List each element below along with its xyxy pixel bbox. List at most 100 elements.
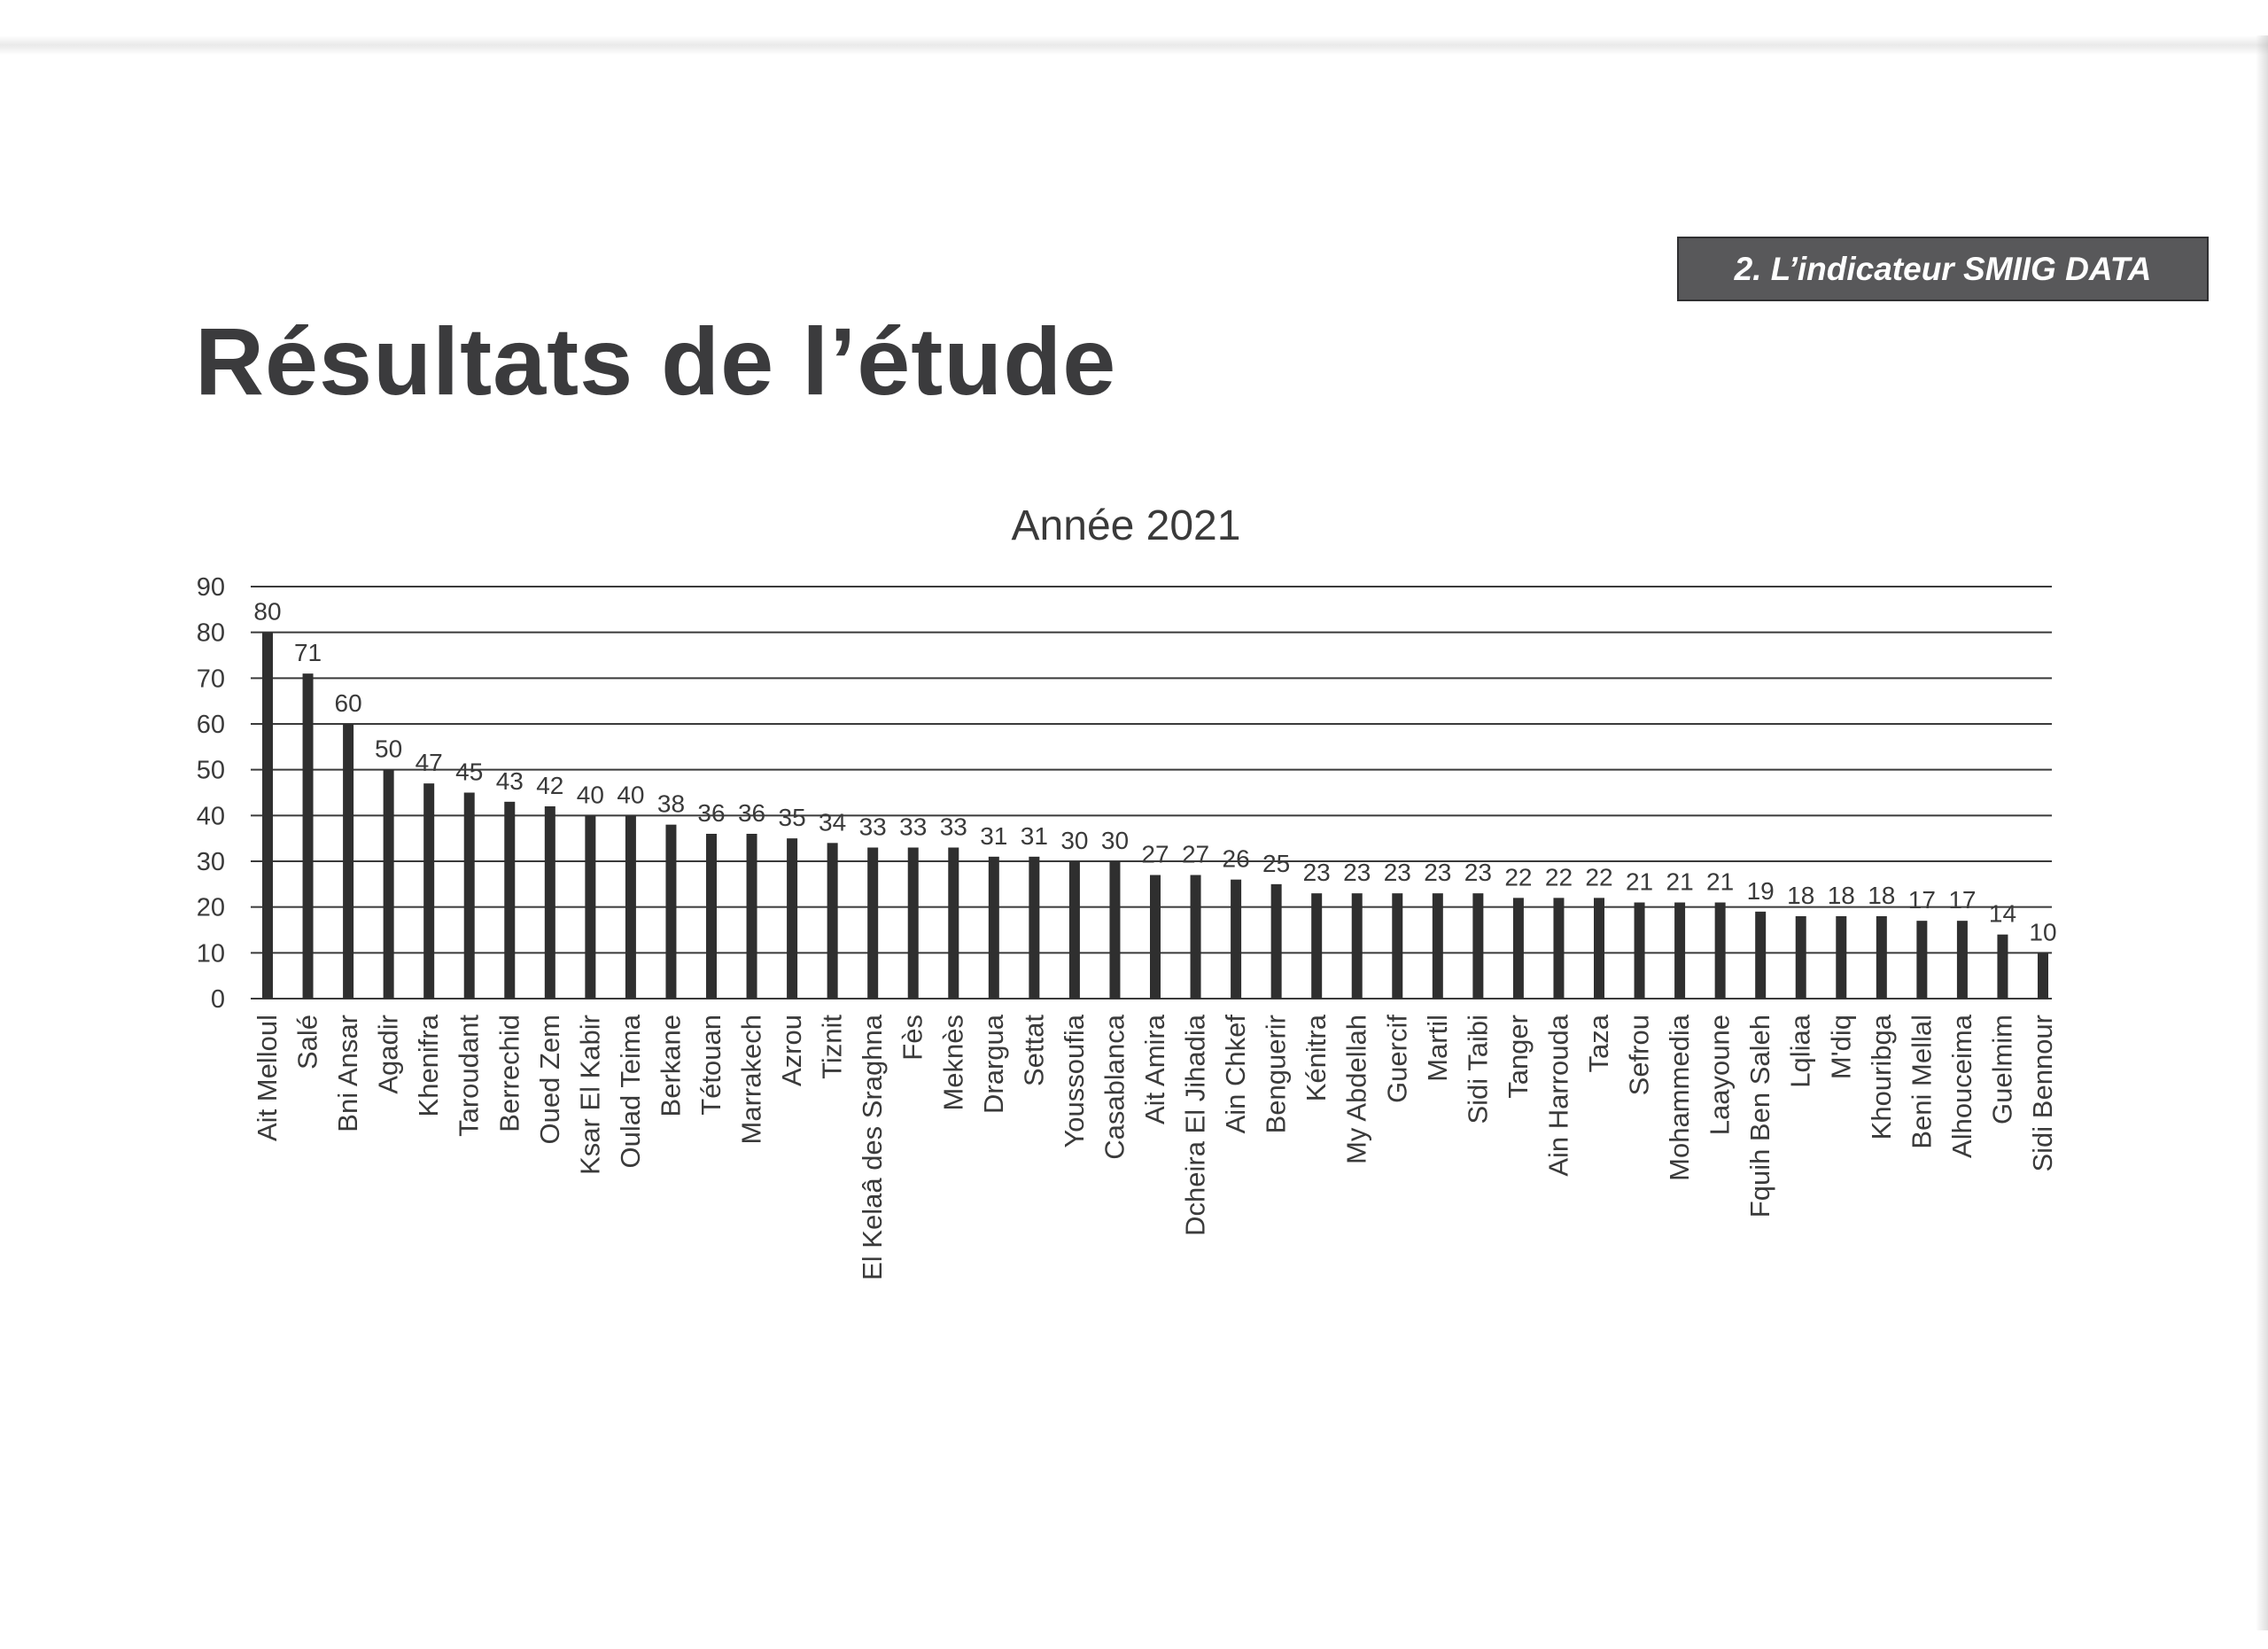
x-tick-label: Laayoune: [1705, 1015, 1736, 1135]
data-label: 21: [1706, 868, 1734, 896]
x-tick-label: M'diq: [1825, 1015, 1856, 1079]
data-label: 80: [253, 598, 281, 626]
data-label: 33: [859, 813, 887, 841]
x-tick-label: Lqliaa: [1785, 1014, 1816, 1087]
x-tick-label: Settat: [1018, 1015, 1049, 1086]
bar: [1634, 902, 1645, 999]
bar: [907, 847, 919, 999]
scan-shadow-right: [2256, 35, 2268, 1630]
x-tick-label: Sidi Bennour: [2027, 1015, 2058, 1172]
bar: [625, 815, 636, 999]
bar: [827, 843, 838, 999]
bar: [988, 856, 999, 999]
y-tick-label: 50: [197, 757, 225, 785]
x-tick-label: Ait Amira: [1139, 1014, 1170, 1124]
data-label: 36: [697, 799, 725, 827]
x-tick-label: Benguerir: [1261, 1015, 1292, 1133]
x-tick-label: Sefrou: [1624, 1015, 1655, 1095]
x-tick-label: Beni Mellal: [1906, 1015, 1937, 1149]
data-label: 47: [416, 749, 443, 776]
data-label: 36: [738, 799, 765, 827]
scan-shadow-top: [0, 35, 2268, 55]
data-label: 22: [1585, 863, 1612, 891]
data-label: 14: [1989, 900, 2016, 928]
x-tick-label: Berrechid: [493, 1015, 524, 1132]
y-tick-label: 70: [197, 665, 225, 693]
x-tick-label: Ksar El Kabir: [574, 1015, 605, 1175]
x-tick-label: Taroudant: [454, 1015, 485, 1137]
data-label: 18: [1868, 882, 1895, 909]
bar: [948, 847, 959, 999]
x-tick-label: Khouribga: [1866, 1014, 1897, 1140]
data-label: 10: [2029, 918, 2056, 945]
x-tick-label: Berkane: [655, 1015, 686, 1116]
data-label: 23: [1303, 859, 1331, 886]
x-tick-label: My Abdellah: [1341, 1015, 1372, 1164]
x-tick-label: Ait Melloul: [252, 1015, 283, 1141]
x-tick-label: Tétouan: [695, 1015, 726, 1116]
x-tick-label: Ain Chkef: [1220, 1015, 1251, 1134]
data-label: 34: [819, 808, 846, 836]
x-tick-label: Oued Zem: [534, 1015, 565, 1144]
bar: [1755, 911, 1767, 999]
data-label: 19: [1747, 877, 1775, 905]
bar: [1109, 861, 1121, 999]
x-tick-label: Ain Harrouda: [1542, 1014, 1573, 1176]
data-label: 23: [1464, 859, 1492, 886]
data-label: 27: [1182, 841, 1209, 868]
data-label: 22: [1545, 863, 1573, 891]
bar: [1068, 861, 1080, 999]
bar: [1997, 934, 2008, 999]
data-label: 17: [1908, 886, 1936, 914]
bar: [1876, 916, 1887, 999]
x-tick-label: Azrou: [776, 1015, 807, 1086]
data-label: 38: [657, 790, 685, 818]
data-label: 17: [1948, 886, 1976, 914]
bar: [1190, 875, 1201, 999]
section-badge: 2. L’indicateur SMIIG DATA: [1677, 237, 2209, 301]
x-tick-label: Guelmim: [1986, 1015, 2017, 1124]
data-label: 43: [496, 767, 524, 795]
x-tick-label: Mohammedia: [1664, 1014, 1695, 1181]
data-label: 18: [1787, 882, 1814, 909]
bar: [1594, 898, 1604, 999]
data-labels: 80 71 60 50 47 45 43 42 40 40 38 36 36 35 34 33 33 33 31 31…: [253, 598, 2056, 946]
page-title: Résultats de l’étude: [195, 307, 1117, 415]
data-label: 23: [1424, 859, 1451, 886]
x-tick-label: Tanger: [1503, 1015, 1534, 1099]
data-label: 50: [375, 735, 402, 763]
data-label: 25: [1262, 850, 1290, 877]
bar: [302, 673, 314, 999]
x-tick-label: Fès: [897, 1015, 928, 1061]
y-tick-label: 0: [211, 985, 225, 1014]
bar: [867, 847, 879, 999]
x-tick-label: Agadir: [373, 1015, 404, 1094]
x-tick-label: Youssoufia: [1059, 1014, 1090, 1147]
data-label: 23: [1343, 859, 1371, 886]
bar: [1150, 875, 1161, 999]
x-tick-label: Tiznit: [817, 1015, 848, 1079]
x-tick-label: Marrakech: [736, 1015, 767, 1144]
bar: [463, 792, 475, 999]
data-label: 30: [1101, 827, 1129, 854]
x-tick-label: Taza: [1583, 1014, 1614, 1072]
x-tick-label: Khenifra: [413, 1014, 444, 1116]
bar: [504, 801, 516, 999]
x-tick-label: Salé: [292, 1015, 323, 1070]
bar: [262, 632, 273, 999]
bar: [1795, 916, 1806, 999]
data-label: 23: [1384, 859, 1411, 886]
x-tick-label: Drargua: [978, 1014, 1009, 1114]
data-label: 33: [940, 813, 967, 841]
y-tick-label: 30: [197, 848, 225, 876]
chart-title: Année 2021: [1012, 502, 1241, 549]
x-tick-label: Guercif: [1381, 1015, 1412, 1103]
bar: [665, 824, 677, 999]
bar: [746, 834, 757, 999]
data-label: 21: [1626, 868, 1653, 896]
data-label: 33: [899, 813, 927, 841]
data-label: 30: [1060, 827, 1088, 854]
x-tick-label: Sidi Taibi: [1462, 1015, 1493, 1124]
data-label: 27: [1141, 841, 1169, 868]
